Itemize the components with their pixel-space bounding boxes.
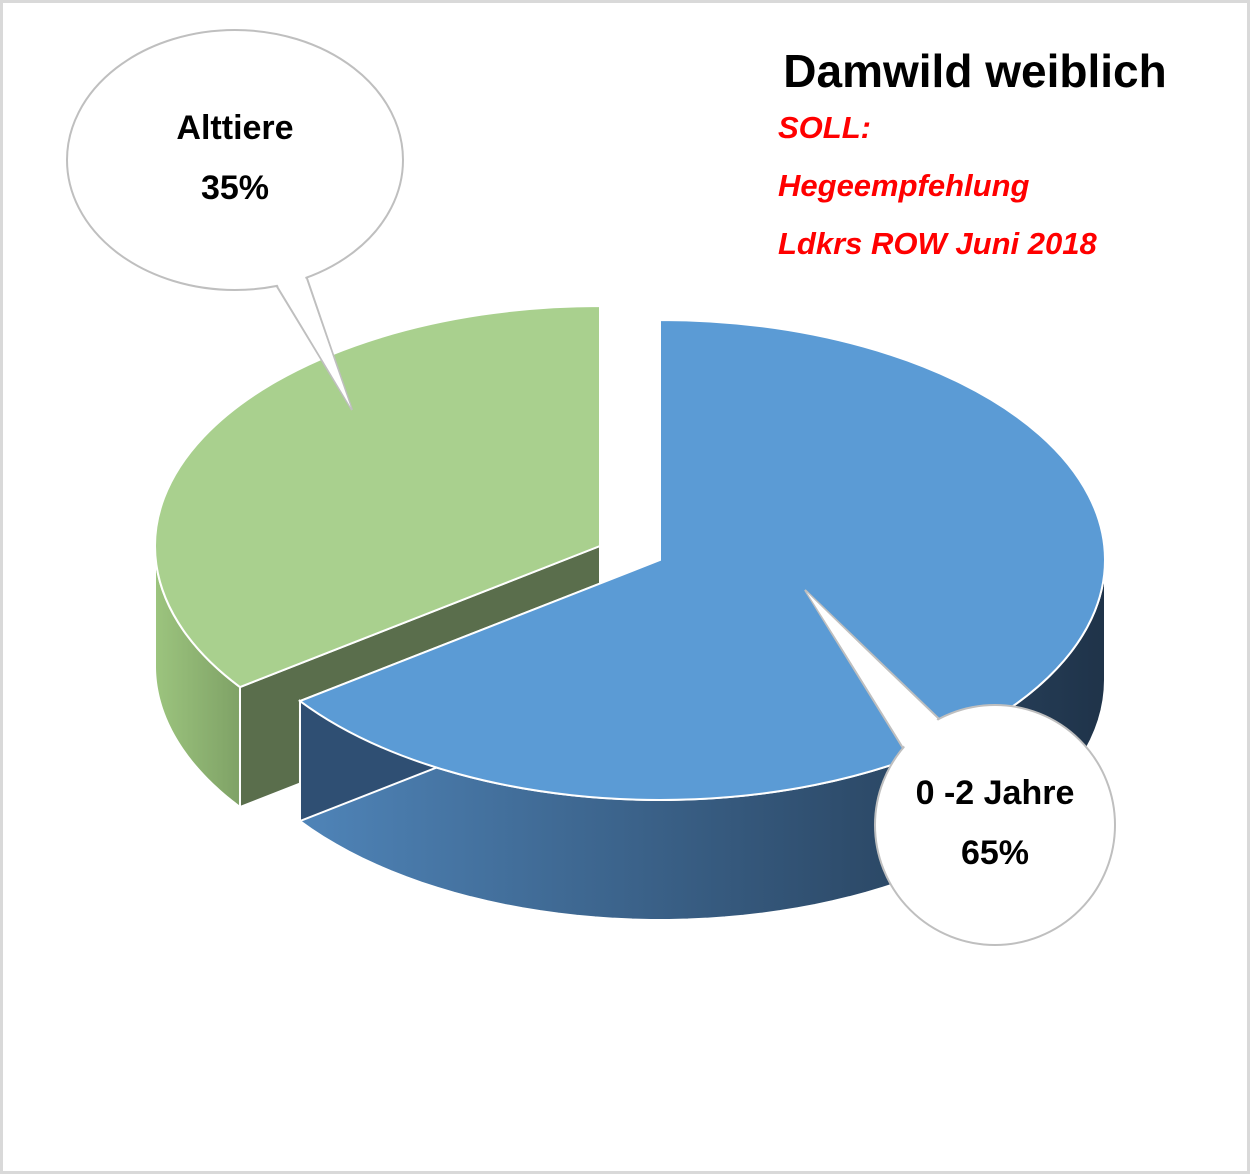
chart-title: Damwild weiblich [783,45,1166,97]
subtitle: Ldkrs ROW Juni 2018 [778,226,1097,261]
callout-tail-fill [806,592,1023,847]
data-label-name: 0 -2 Jahre [916,774,1075,812]
subtitle: SOLL: [778,110,871,145]
slice [297,318,1106,801]
data-label-name: Alttiere [176,109,293,147]
callout-tail-fill [210,148,351,408]
data-label-value: 35% [201,169,269,207]
slice [154,304,601,689]
subtitle: Hegeempfehlung [778,168,1030,203]
data-label-value: 65% [961,834,1029,872]
